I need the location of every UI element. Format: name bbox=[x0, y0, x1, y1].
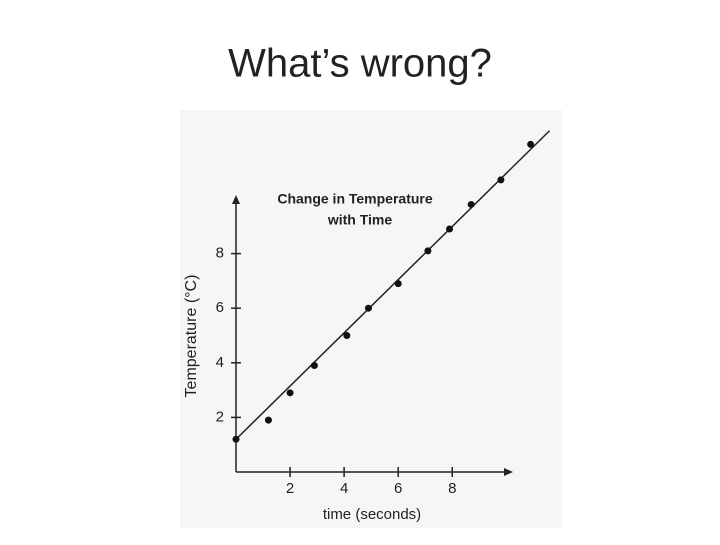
data-point bbox=[264, 416, 272, 424]
data-point bbox=[497, 176, 505, 184]
data-point bbox=[527, 140, 535, 148]
y-tick-label: 6 bbox=[216, 299, 224, 316]
chart-title: with Time bbox=[327, 212, 393, 228]
data-point bbox=[446, 225, 454, 233]
data-point bbox=[394, 280, 402, 288]
y-axis-arrow bbox=[232, 195, 240, 204]
chart-title: Change in Temperature bbox=[277, 191, 433, 207]
y-axis-label: Temperature (°C) bbox=[183, 275, 200, 398]
y-tick-label: 4 bbox=[216, 354, 224, 371]
x-tick-label: 6 bbox=[394, 480, 402, 497]
data-point bbox=[310, 362, 318, 370]
data-point bbox=[343, 332, 351, 339]
chart-image-background bbox=[180, 110, 562, 528]
data-point bbox=[364, 304, 372, 312]
y-tick-label: 8 bbox=[216, 245, 224, 262]
x-axis-label: time (seconds) bbox=[323, 506, 421, 523]
slide-title: What’s wrong? bbox=[228, 42, 492, 86]
x-axis-arrow bbox=[504, 468, 513, 476]
y-tick-label: 2 bbox=[216, 408, 224, 425]
x-tick-label: 4 bbox=[340, 480, 348, 497]
trend-line bbox=[235, 130, 551, 440]
data-point bbox=[232, 435, 240, 443]
data-point bbox=[424, 247, 432, 255]
x-tick-label: 2 bbox=[286, 480, 294, 497]
x-tick-label: 8 bbox=[448, 480, 456, 497]
data-point bbox=[467, 200, 475, 208]
data-point bbox=[286, 389, 294, 397]
